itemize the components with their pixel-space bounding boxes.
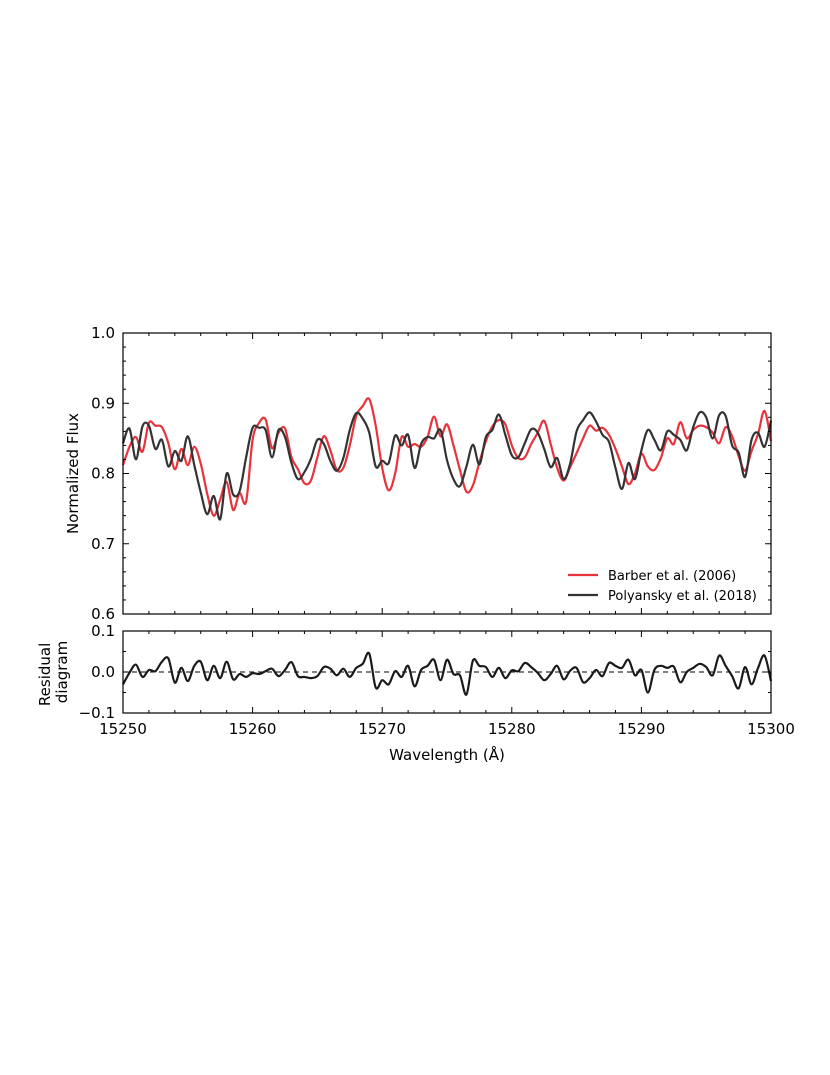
residual-panel: −0.1 0.0 0.1 15250 15260 15270 15280 15290 1530… [36, 622, 795, 764]
spectrum-ticks [122, 332, 772, 615]
residual-ytick-label: 0.0 [91, 663, 115, 681]
spectrum-series-group [121, 397, 773, 521]
residual-xtick-label: 15280 [488, 720, 536, 738]
residual-series-group [122, 651, 773, 696]
residual-ylabel-line-1: Residual [36, 643, 54, 706]
spectrum-ytick-labels: 0.6 0.7 0.8 0.9 1.0 [91, 324, 115, 623]
residual-xtick-label: 15260 [229, 720, 277, 738]
residual-xlabel: Wavelength (Å) [389, 745, 505, 764]
residual-xtick-labels: 15250 15260 15270 15280 15290 15300 [99, 720, 795, 738]
spectrum-ytick-label: 0.9 [91, 394, 115, 412]
spectrum-ylabel: Normalized Flux [64, 413, 82, 534]
residual-xtick-label: 15300 [747, 720, 795, 738]
residual-ytick-labels: −0.1 0.0 0.1 [79, 622, 115, 722]
residual-ylabel-line-2: diagram [53, 641, 71, 703]
spectrum-ytick-label: 0.7 [91, 535, 115, 553]
legend-label-barber: Barber et al. (2006) [608, 569, 736, 584]
spectrum-ytick-label: 0.8 [91, 465, 115, 483]
legend-label-polyansky: Polyansky et al. (2018) [608, 589, 757, 604]
spectrum-ytick-label: 1.0 [91, 324, 115, 342]
spectrum-ytick-label: 0.6 [91, 605, 115, 623]
series-line-barber [121, 397, 773, 517]
residual-ytick-label: 0.1 [91, 622, 115, 640]
residual-ticks [122, 630, 772, 714]
legend: Barber et al. (2006) Polyansky et al. (2… [568, 569, 757, 604]
residual-xtick-label: 15250 [99, 720, 147, 738]
residual-xtick-label: 15270 [358, 720, 406, 738]
series-line-polyansky [121, 410, 773, 521]
spectrum-panel: 0.6 0.7 0.8 0.9 1.0 Normalized Flux Barber e… [64, 324, 773, 623]
residual-xtick-label: 15290 [618, 720, 666, 738]
residual-ylabel: Residual diagram [36, 638, 71, 706]
residual-ytick-label: −0.1 [79, 704, 115, 722]
residual-series-line [122, 651, 773, 696]
